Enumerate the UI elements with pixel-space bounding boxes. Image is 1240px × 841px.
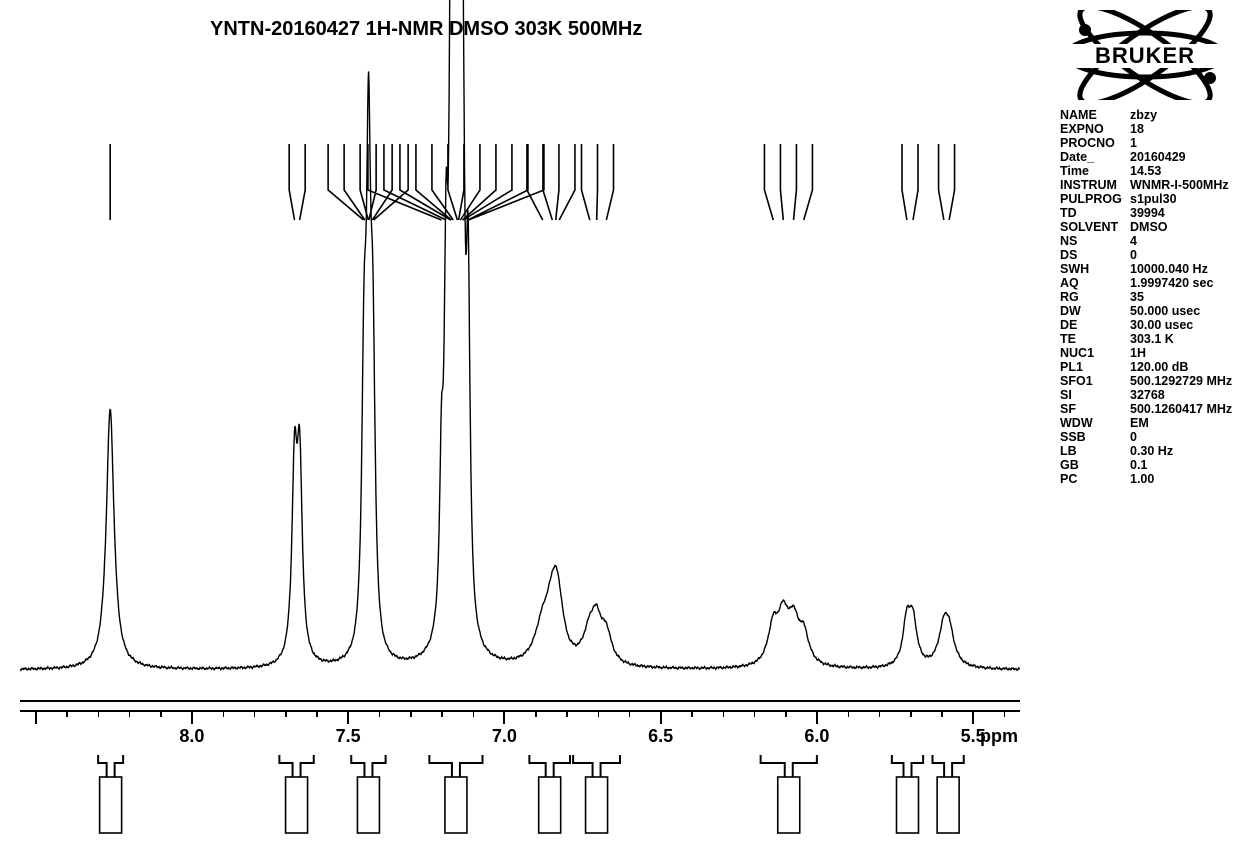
param-value: 0.1 — [1130, 458, 1147, 472]
param-key: PULPROG — [1060, 192, 1130, 206]
param-value: 0 — [1130, 430, 1137, 444]
param-key: Time — [1060, 164, 1130, 178]
param-row: Date_20160429 — [1060, 150, 1232, 164]
param-value: 303.1 K — [1130, 332, 1174, 346]
param-row: SI32768 — [1060, 388, 1232, 402]
param-row: RG35 — [1060, 290, 1232, 304]
param-row: LB0.30 Hz — [1060, 444, 1232, 458]
param-key: NUC1 — [1060, 346, 1130, 360]
param-row: PL1120.00 dB — [1060, 360, 1232, 374]
param-value: 39994 — [1130, 206, 1165, 220]
param-key: SF — [1060, 402, 1130, 416]
param-key: TE — [1060, 332, 1130, 346]
param-value: 30.00 usec — [1130, 318, 1193, 332]
param-value: zbzy — [1130, 108, 1157, 122]
param-value: 18 — [1130, 122, 1144, 136]
param-row: SF500.1260417 MHz — [1060, 402, 1232, 416]
param-key: INSTRUM — [1060, 178, 1130, 192]
param-row: Time14.53 — [1060, 164, 1232, 178]
param-row: AQ1.9997420 sec — [1060, 276, 1232, 290]
param-key: GB — [1060, 458, 1130, 472]
param-key: EXPNO — [1060, 122, 1130, 136]
param-row: GB0.1 — [1060, 458, 1232, 472]
param-value: 32768 — [1130, 388, 1165, 402]
param-row: PROCNO1 — [1060, 136, 1232, 150]
param-value: 35 — [1130, 290, 1144, 304]
param-key: PL1 — [1060, 360, 1130, 374]
param-key: SSB — [1060, 430, 1130, 444]
param-value: 4 — [1130, 234, 1137, 248]
param-key: TD — [1060, 206, 1130, 220]
bruker-logo: BRUKER — [1060, 10, 1230, 100]
svg-text:BRUKER: BRUKER — [1095, 43, 1195, 68]
param-value: 50.000 usec — [1130, 304, 1200, 318]
param-row: PC1.00 — [1060, 472, 1232, 486]
param-row: PULPROGs1pul30 — [1060, 192, 1232, 206]
param-row: EXPNO18 — [1060, 122, 1232, 136]
param-key: SFO1 — [1060, 374, 1130, 388]
param-row: DW50.000 usec — [1060, 304, 1232, 318]
param-value: 0.30 Hz — [1130, 444, 1173, 458]
param-row: SOLVENTDMSO — [1060, 220, 1232, 234]
param-value: 10000.040 Hz — [1130, 262, 1208, 276]
param-value: 14.53 — [1130, 164, 1161, 178]
param-row: WDWEM — [1060, 416, 1232, 430]
param-value: 500.1292729 MHz — [1130, 374, 1232, 388]
param-row: NS4 — [1060, 234, 1232, 248]
param-key: RG — [1060, 290, 1130, 304]
param-key: PROCNO — [1060, 136, 1130, 150]
param-key: WDW — [1060, 416, 1130, 430]
param-row: SFO1500.1292729 MHz — [1060, 374, 1232, 388]
param-row: TE303.1 K — [1060, 332, 1232, 346]
param-value: s1pul30 — [1130, 192, 1177, 206]
param-value: 1 — [1130, 136, 1137, 150]
param-key: DS — [1060, 248, 1130, 262]
param-key: PC — [1060, 472, 1130, 486]
param-key: SWH — [1060, 262, 1130, 276]
param-value: EM — [1130, 416, 1149, 430]
param-key: SI — [1060, 388, 1130, 402]
param-value: 120.00 dB — [1130, 360, 1188, 374]
param-key: DE — [1060, 318, 1130, 332]
param-value: 1H — [1130, 346, 1146, 360]
param-row: SWH10000.040 Hz — [1060, 262, 1232, 276]
param-row: NAMEzbzy — [1060, 108, 1232, 122]
param-key: NS — [1060, 234, 1130, 248]
param-value: 1.9997420 sec — [1130, 276, 1213, 290]
param-key: NAME — [1060, 108, 1130, 122]
param-key: DW — [1060, 304, 1130, 318]
acquisition-parameters: NAMEzbzyEXPNO18PROCNO1Date_20160429Time1… — [1060, 108, 1232, 486]
param-value: DMSO — [1130, 220, 1168, 234]
param-row: INSTRUMWNMR-I-500MHz — [1060, 178, 1232, 192]
param-key: LB — [1060, 444, 1130, 458]
param-value: 0 — [1130, 248, 1137, 262]
param-value: 500.1260417 MHz — [1130, 402, 1232, 416]
param-row: DE30.00 usec — [1060, 318, 1232, 332]
param-row: SSB0 — [1060, 430, 1232, 444]
param-value: WNMR-I-500MHz — [1130, 178, 1229, 192]
integral-brackets — [0, 0, 1240, 841]
param-key: AQ — [1060, 276, 1130, 290]
param-row: TD39994 — [1060, 206, 1232, 220]
param-row: DS0 — [1060, 248, 1232, 262]
param-value: 1.00 — [1130, 472, 1154, 486]
param-key: Date_ — [1060, 150, 1130, 164]
param-value: 20160429 — [1130, 150, 1186, 164]
param-row: NUC11H — [1060, 346, 1232, 360]
param-key: SOLVENT — [1060, 220, 1130, 234]
